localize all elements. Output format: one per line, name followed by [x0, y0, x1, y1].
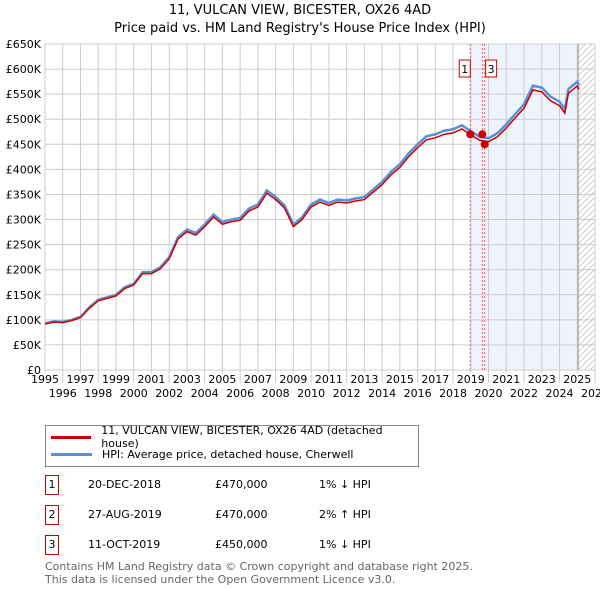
y-tick-label: £450K [6, 138, 42, 151]
x-tick-label: 2008 [262, 387, 290, 400]
sale-point [478, 130, 487, 139]
y-tick-label: £200K [6, 264, 42, 277]
sale-date: 27-AUG-2019 [88, 508, 162, 521]
x-tick-label: 2021 [492, 373, 520, 386]
sale-price: £470,000 [215, 508, 268, 521]
x-tick-label: 2020 [475, 387, 503, 400]
sale-date: 20-DEC-2018 [88, 478, 162, 491]
y-tick-label: £350K [6, 188, 42, 201]
chart-title: 11, VULCAN VIEW, BICESTER, OX26 4AD [168, 3, 432, 18]
sale-marker-number: 3 [45, 535, 59, 555]
x-tick-label: 1998 [84, 387, 112, 400]
price-chart: 1995199619971998199920002001200220032004… [6, 38, 600, 400]
sale-point [466, 130, 475, 139]
footer-licence: This data is licensed under the Open Gov… [45, 573, 396, 586]
x-tick-label: 2002 [155, 387, 183, 400]
sale-label-box: 3 [485, 59, 498, 78]
x-tick-label: 2000 [120, 387, 148, 400]
x-tick-label: 2017 [421, 373, 449, 386]
footer-copyright: Contains HM Land Registry data © Crown c… [45, 560, 473, 573]
y-tick-label: £650K [6, 38, 42, 51]
x-tick-label: 1999 [102, 373, 130, 386]
x-tick-label: 2024 [546, 387, 574, 400]
x-tick-label: 1996 [49, 387, 77, 400]
x-tick-label: 2014 [368, 387, 396, 400]
sale-label-border [485, 59, 498, 78]
x-tick-label: 2023 [528, 373, 556, 386]
sale-row: 3 11-OCT-2019 £450,000 1% ↓ HPI [45, 535, 465, 555]
x-tick-label: 2019 [457, 373, 485, 386]
hpi-line [44, 79, 581, 325]
y-tick-label: £250K [6, 239, 42, 252]
y-tick-label: £550K [6, 88, 42, 101]
legend: 11, VULCAN VIEW, BICESTER, OX26 4AD (det… [45, 424, 419, 467]
x-tick-label: 1997 [66, 373, 94, 386]
plot-frame [44, 43, 596, 371]
x-tick-label: 2013 [350, 373, 378, 386]
x-tick-label: 2006 [226, 387, 254, 400]
sale-label-number: 1 [461, 63, 468, 76]
x-tick-label: 2004 [191, 387, 219, 400]
sale-price: £450,000 [215, 538, 268, 551]
x-tick-label: 2018 [439, 387, 467, 400]
y-tick-label: £500K [6, 113, 42, 126]
legend-swatch-property [51, 435, 92, 439]
sale-label-box: 1 [458, 59, 471, 78]
x-tick-label: 2016 [404, 387, 432, 400]
y-tick-label: £400K [6, 163, 42, 176]
x-tick-label: 1995 [31, 373, 59, 386]
x-tick-label: 2015 [386, 373, 414, 386]
sale-hpi-diff: 1% ↓ HPI [319, 538, 371, 551]
y-tick-label: £600K [6, 63, 42, 76]
legend-swatch-hpi [51, 452, 92, 456]
x-tick-label: 2009 [279, 373, 307, 386]
x-tick-label: 2010 [297, 387, 325, 400]
x-tick-label: 2025 [563, 373, 591, 386]
x-tick-label: 2022 [510, 387, 538, 400]
sale-marker-number: 2 [45, 505, 59, 525]
sale-hpi-diff: 1% ↓ HPI [319, 478, 371, 491]
y-tick-label: £100K [6, 314, 42, 327]
sale-row: 2 27-AUG-2019 £470,000 2% ↑ HPI [45, 505, 465, 525]
x-tick-label: 2011 [315, 373, 343, 386]
sale-label-border [458, 59, 471, 78]
y-tick-label: £150K [6, 289, 42, 302]
x-tick-label: 2001 [137, 373, 165, 386]
y-tick-label: £50K [13, 339, 42, 352]
sale-label-number: 3 [488, 63, 495, 76]
x-tick-label: 2012 [333, 387, 361, 400]
sale-row: 1 20-DEC-2018 £470,000 1% ↓ HPI [45, 475, 465, 495]
sale-hpi-diff: 2% ↑ HPI [319, 508, 371, 521]
footer: Contains HM Land Registry data © Crown c… [45, 560, 473, 586]
x-tick-label: 2005 [208, 373, 236, 386]
future-hatch [578, 44, 595, 370]
property-price-line [44, 84, 580, 325]
chart-subtitle: Price paid vs. HM Land Registry's House … [114, 21, 486, 36]
legend-property: 11, VULCAN VIEW, BICESTER, OX26 4AD (det… [101, 424, 383, 450]
sale-date: 11-OCT-2019 [88, 538, 161, 551]
x-tick-label: 2003 [173, 373, 201, 386]
y-tick-label: £0 [27, 364, 41, 377]
legend-hpi: HPI: Average price, detached house, Cher… [102, 447, 354, 461]
x-tick-label: 2026 [581, 387, 600, 400]
sale-price: £470,000 [215, 478, 268, 491]
sale-marker-number: 1 [45, 475, 59, 495]
y-tick-label: £300K [6, 214, 42, 227]
x-tick-label: 2007 [244, 373, 272, 386]
sale-point [480, 140, 489, 149]
